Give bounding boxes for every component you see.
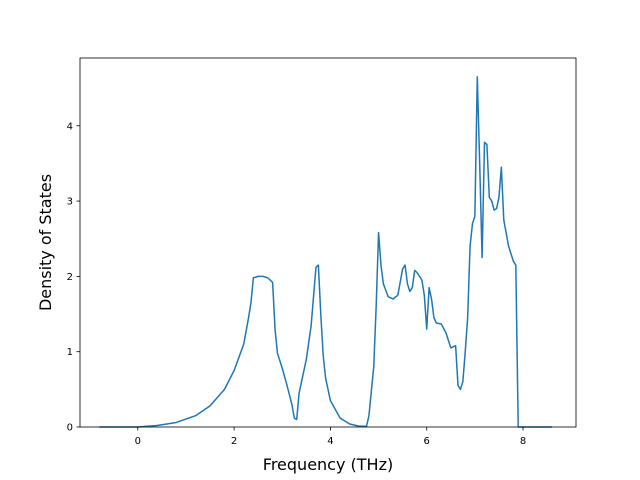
y-axis-label: Density of States xyxy=(36,174,55,311)
x-tick-label: 0 xyxy=(135,436,141,447)
dos-line-series-0 xyxy=(99,76,552,428)
y-tick-label: 1 xyxy=(67,347,73,358)
plot-area xyxy=(99,76,552,428)
plot-frame xyxy=(79,57,577,428)
x-tick-label: 6 xyxy=(424,436,430,447)
x-tick-label: 4 xyxy=(327,436,333,447)
y-tick-label: 2 xyxy=(67,272,73,283)
x-tick-label: 2 xyxy=(231,436,237,447)
x-tick-label: 8 xyxy=(520,436,526,447)
y-axis: 0 1 2 3 4 xyxy=(67,121,80,434)
y-tick-label: 3 xyxy=(67,197,73,208)
x-axis-label: Frequency (THz) xyxy=(263,455,393,474)
y-tick-label: 4 xyxy=(67,121,73,132)
y-tick-label: 0 xyxy=(67,423,73,434)
x-axis: 0 2 4 6 8 xyxy=(135,427,526,447)
